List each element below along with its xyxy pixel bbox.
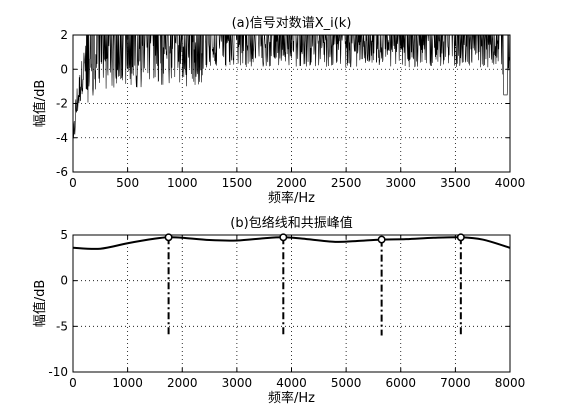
envelope-y-tick-label: 0 <box>60 274 68 288</box>
envelope-y-tick-label: -10 <box>48 365 68 379</box>
envelope-x-tick-label: 7000 <box>440 376 471 390</box>
spectrum-y-tick-label: 0 <box>60 62 68 76</box>
envelope-x-tick-label: 0 <box>69 376 77 390</box>
spectrum-ticks: 0 500 1000 1500 2000 2500 3000 3500 4000 -6 -4 -2 0 2 <box>56 28 525 190</box>
envelope-plot: 0 1000 2000 3000 4000 5000 6000 7000 8000 -10 -5 0 5… <box>32 215 525 406</box>
spectrum-x-tick-label: 500 <box>116 176 139 190</box>
envelope-grid <box>73 235 510 372</box>
spectrum-y-tick-label: -2 <box>56 97 68 111</box>
spectrum-x-tick-label: 3500 <box>440 176 471 190</box>
spectrum-x-tick-label: 1500 <box>222 176 253 190</box>
envelope-y-axis-label: 幅值/dB <box>32 280 48 328</box>
formant-peak-marker <box>279 233 288 242</box>
envelope-y-tick-label: -5 <box>56 319 68 333</box>
envelope-title: (b)包络线和共振峰值 <box>230 215 352 231</box>
envelope-x-axis-label: 频率/Hz <box>268 390 315 406</box>
spectrum-plot: 0 500 1000 1500 2000 2500 3000 3500 4000 -6 -4 -2 0 2… <box>32 16 525 206</box>
spectrum-y-tick-label: -6 <box>56 165 68 179</box>
spectrum-line <box>72 34 511 163</box>
spectrum-y-axis-label: 幅值/dB <box>32 80 48 128</box>
spectrum-x-tick-label: 4000 <box>495 176 526 190</box>
envelope-x-tick-label: 3000 <box>222 376 253 390</box>
envelope-x-tick-label: 2000 <box>167 376 198 390</box>
spectrum-title: (a)信号对数谱X_i(k) <box>232 16 352 31</box>
spectrum-x-tick-label: 0 <box>69 176 77 190</box>
spectrum-y-tick-label: 2 <box>60 28 68 42</box>
envelope-x-tick-label: 1000 <box>112 376 143 390</box>
envelope-x-tick-label: 6000 <box>385 376 416 390</box>
envelope-x-tick-label: 5000 <box>331 376 362 390</box>
spectrum-x-tick-label: 1000 <box>167 176 198 190</box>
envelope-ticks: 0 1000 2000 3000 4000 5000 6000 7000 8000 -10 -5 0 5 <box>48 228 525 390</box>
spectrum-x-tick-label: 2500 <box>331 176 362 190</box>
formant-peaks <box>164 233 465 336</box>
formant-peak-marker <box>164 233 173 242</box>
formant-peak-marker <box>377 235 386 244</box>
spectrum-grid <box>73 35 510 172</box>
spectrum-x-axis-label: 频率/Hz <box>268 190 315 206</box>
spectrum-x-tick-label: 3000 <box>385 176 416 190</box>
formant-peak-marker <box>456 233 465 242</box>
spectrum-y-tick-label: -4 <box>56 131 68 145</box>
envelope-x-tick-label: 4000 <box>276 376 307 390</box>
envelope-x-tick-label: 8000 <box>495 376 526 390</box>
envelope-y-tick-label: 5 <box>60 228 68 242</box>
spectrum-series <box>72 34 511 163</box>
spectrum-x-tick-label: 2000 <box>276 176 307 190</box>
